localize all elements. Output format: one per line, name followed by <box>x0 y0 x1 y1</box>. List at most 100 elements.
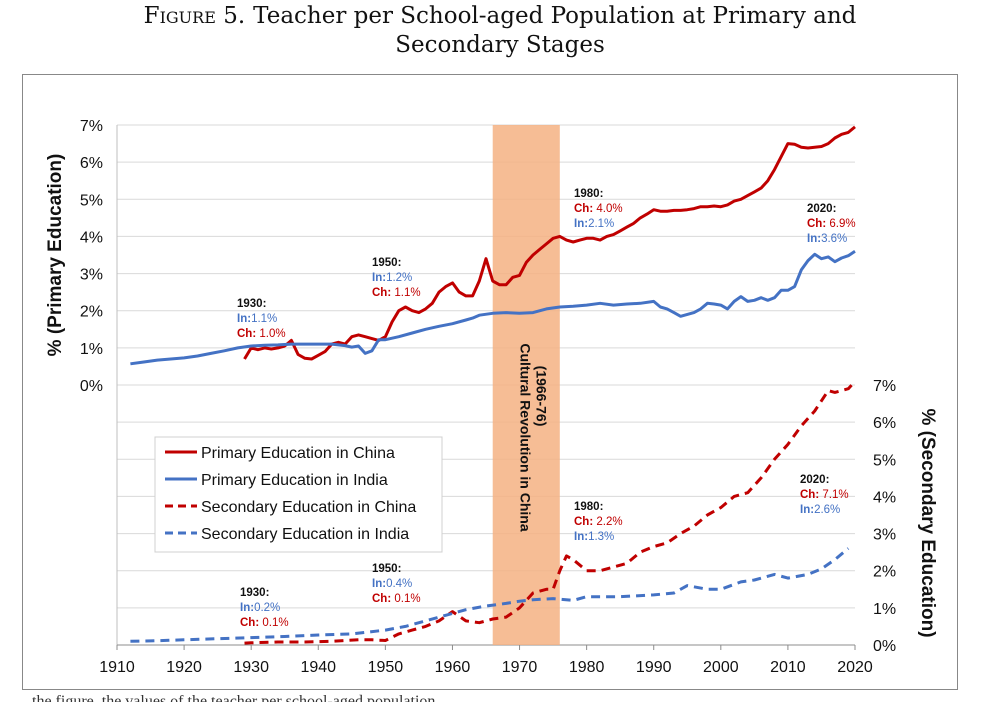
x-tick-label: 1950 <box>368 659 404 676</box>
x-tick-label: 2010 <box>770 659 806 676</box>
annotation-number: 1.1% <box>391 287 420 299</box>
chart-frame <box>22 74 958 690</box>
annotation-prefix: In: <box>807 233 821 245</box>
annotation-prefix: Ch: <box>237 328 256 340</box>
annotation-value-secondary: In:1.3% <box>574 531 614 543</box>
annotation-value-secondary: Ch: 7.1% <box>800 489 849 501</box>
y-tick-label-right: 0% <box>873 638 896 655</box>
annotation-year-secondary: 1980: <box>574 501 603 513</box>
y-tick-label-left: 7% <box>80 118 103 135</box>
x-tick-label: 1990 <box>636 659 672 676</box>
legend-label: Primary Education in India <box>201 472 388 489</box>
annotation-value-primary: Ch: 1.0% <box>237 328 286 340</box>
x-tick-label: 1980 <box>569 659 605 676</box>
series-line-1 <box>130 250 856 366</box>
y-tick-label-left: 2% <box>80 304 103 321</box>
cultural-revolution-band <box>492 125 560 645</box>
annotation-prefix: Ch: <box>372 287 391 299</box>
x-tick-label: 1960 <box>435 659 471 676</box>
left-axis-title: % (Primary Education) <box>45 154 66 357</box>
annotation-year-secondary: 2020: <box>800 474 829 486</box>
body-text-fragment: the figure, the values of the teacher pe… <box>32 693 436 702</box>
y-tick-label-right: 3% <box>873 527 896 544</box>
annotation-value-primary: Ch: 6.9% <box>807 218 856 230</box>
annotation-value-secondary: Ch: 0.1% <box>240 617 289 629</box>
figure-caption: Figure 5. Teacher per School-aged Populat… <box>0 0 1000 60</box>
annotation-number: 2.1% <box>588 218 614 230</box>
y-tick-label-left: 0% <box>80 378 103 395</box>
annotation-number: 1.0% <box>256 328 285 340</box>
annotation-prefix: In: <box>574 218 588 230</box>
caption-title-line1: Teacher per School-aged Population at Pr… <box>253 3 857 29</box>
x-tick-label: 1940 <box>300 659 336 676</box>
y-tick-label-right: 2% <box>873 564 896 581</box>
figure-label: Figure 5. <box>143 3 246 29</box>
annotation-year-primary: 2020: <box>807 203 836 215</box>
y-tick-label-left: 5% <box>80 192 103 209</box>
annotation-prefix: Ch: <box>800 489 819 501</box>
annotation-number: 6.9% <box>826 218 855 230</box>
annotation-number: 1.3% <box>588 531 614 543</box>
band-label-years: (1966-76) <box>533 366 549 427</box>
y-tick-label-left: 6% <box>80 155 103 172</box>
annotation-year-primary: 1980: <box>574 188 603 200</box>
caption-line-1: Figure 5. Teacher per School-aged Populat… <box>0 2 1000 31</box>
annotation-value-secondary: In:0.2% <box>240 602 280 614</box>
annotation-value-secondary: Ch: 2.2% <box>574 516 623 528</box>
caption-title-line2: Secondary Stages <box>395 32 605 58</box>
y-tick-label-left: 1% <box>80 341 103 358</box>
annotation-value-secondary: Ch: 0.1% <box>372 593 421 605</box>
annotation-year-secondary: 1950: <box>372 563 401 575</box>
annotation-number: 2.2% <box>593 516 622 528</box>
annotation-value-primary: In:2.1% <box>574 218 614 230</box>
annotation-prefix: In: <box>240 602 254 614</box>
annotation-prefix: In: <box>800 504 814 516</box>
legend-label: Secondary Education in China <box>201 499 416 516</box>
annotation-prefix: In: <box>237 313 251 325</box>
annotation-number: 1.2% <box>386 272 412 284</box>
x-tick-label: 2020 <box>837 659 873 676</box>
band-label-title: Cultural Revolution in China <box>517 343 533 531</box>
annotation-year-primary: 1950: <box>372 257 401 269</box>
y-tick-label-right: 6% <box>873 415 896 432</box>
annotation-prefix: Ch: <box>574 516 593 528</box>
annotation-value-secondary: In:0.4% <box>372 578 412 590</box>
annotation-prefix: Ch: <box>240 617 259 629</box>
x-tick-label: 1920 <box>166 659 202 676</box>
x-tick-label: 1970 <box>502 659 538 676</box>
annotation-prefix: Ch: <box>807 218 826 230</box>
annotation-number: 0.1% <box>259 617 288 629</box>
annotation-number: 0.2% <box>254 602 280 614</box>
annotation-number: 3.6% <box>821 233 847 245</box>
annotation-number: 0.4% <box>386 578 412 590</box>
annotation-number: 2.6% <box>814 504 840 516</box>
y-tick-label-right: 4% <box>873 489 896 506</box>
annotation-number: 7.1% <box>819 489 848 501</box>
legend-label: Secondary Education in India <box>201 526 409 543</box>
y-tick-label-left: 4% <box>80 229 103 246</box>
annotation-value-primary: In:3.6% <box>807 233 847 245</box>
annotation-prefix: In: <box>574 531 588 543</box>
annotation-number: 1.1% <box>251 313 277 325</box>
annotation-value-primary: In:1.1% <box>237 313 277 325</box>
right-axis-title: % (Secondary Education) <box>917 408 938 637</box>
annotation-prefix: Ch: <box>372 593 391 605</box>
annotation-prefix: In: <box>372 272 386 284</box>
x-tick-label: 1930 <box>233 659 269 676</box>
x-tick-label: 2000 <box>703 659 739 676</box>
y-tick-label-right: 5% <box>873 452 896 469</box>
annotation-prefix: Ch: <box>574 203 593 215</box>
annotation-number: 4.0% <box>593 203 622 215</box>
annotation-value-primary: Ch: 1.1% <box>372 287 421 299</box>
y-tick-label-right: 1% <box>873 601 896 618</box>
annotation-number: 0.1% <box>391 593 420 605</box>
annotation-value-primary: In:1.2% <box>372 272 412 284</box>
series-line-2 <box>244 380 857 645</box>
legend-label: Primary Education in China <box>201 445 395 462</box>
series-line-0 <box>243 125 856 361</box>
annotation-value-primary: Ch: 4.0% <box>574 203 623 215</box>
series-line-3 <box>130 547 850 643</box>
annotation-year-primary: 1930: <box>237 298 266 310</box>
annotation-value-secondary: In:2.6% <box>800 504 840 516</box>
